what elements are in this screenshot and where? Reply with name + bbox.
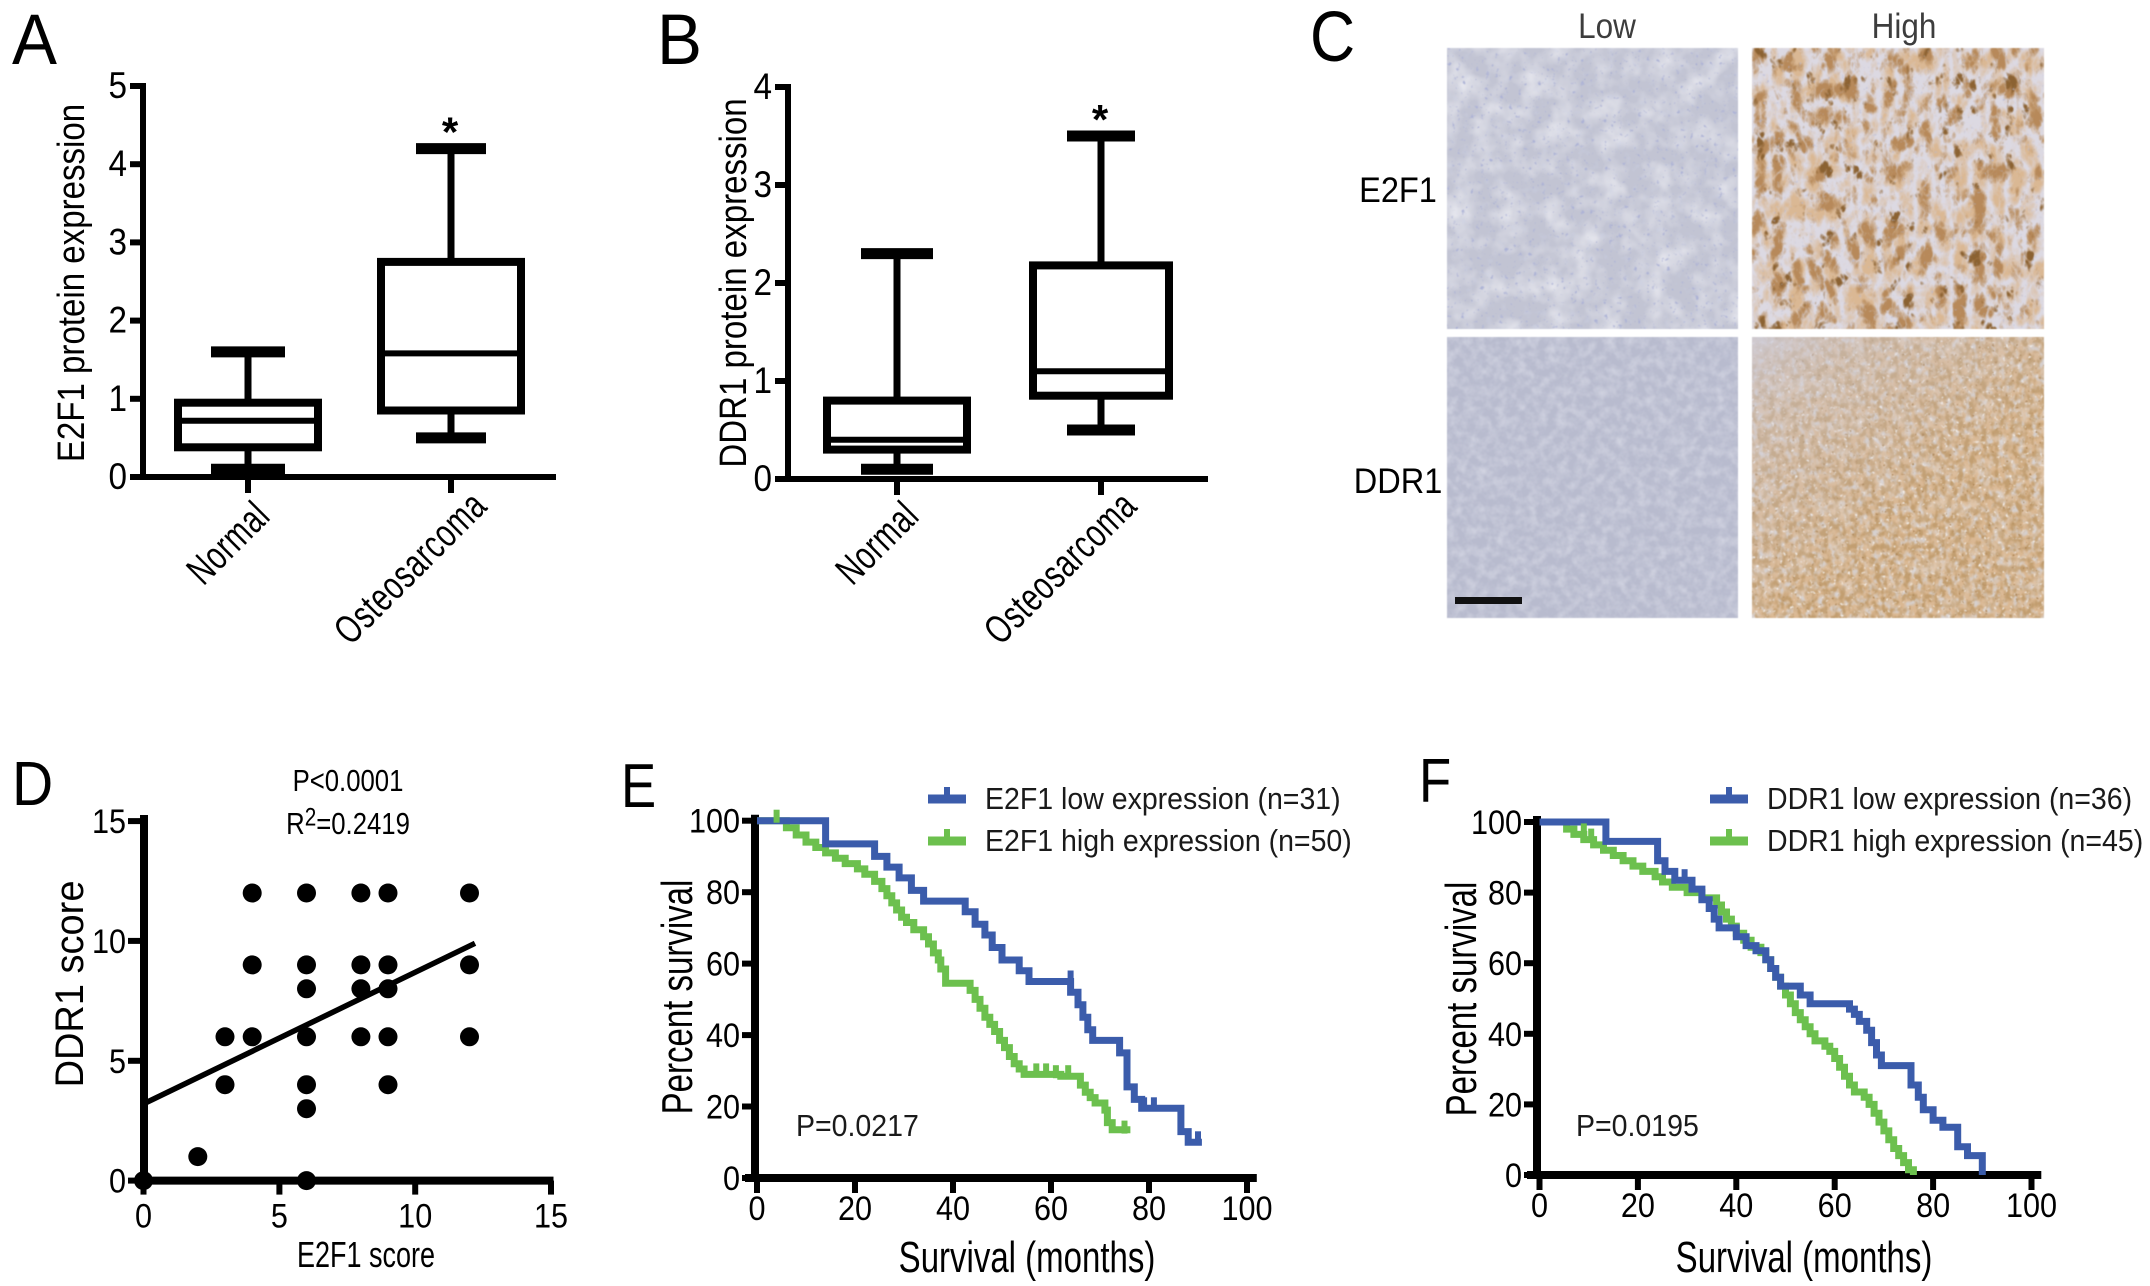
svg-text:40: 40	[706, 1017, 740, 1055]
svg-text:80: 80	[1488, 874, 1522, 912]
svg-text:40: 40	[1719, 1187, 1753, 1225]
svg-text:4: 4	[108, 144, 127, 185]
svg-text:E2F1 protein expression: E2F1 protein expression	[50, 104, 93, 462]
svg-text:0: 0	[723, 1160, 740, 1198]
svg-text:D: D	[12, 749, 53, 819]
svg-text:*: *	[1092, 96, 1109, 143]
svg-text:3: 3	[753, 164, 772, 205]
svg-text:DDR1 protein expression: DDR1 protein expression	[712, 98, 755, 467]
svg-text:E2F1: E2F1	[1359, 171, 1437, 210]
svg-text:1: 1	[108, 378, 127, 419]
svg-text:15: 15	[534, 1197, 568, 1235]
svg-text:5: 5	[109, 1042, 126, 1080]
svg-text:Normal: Normal	[827, 493, 927, 593]
svg-text:2: 2	[753, 262, 772, 303]
svg-text:5: 5	[271, 1197, 288, 1235]
svg-text:B: B	[657, 0, 702, 79]
svg-text:3: 3	[108, 222, 127, 263]
svg-text:C: C	[1310, 0, 1355, 77]
svg-text:80: 80	[1132, 1190, 1166, 1228]
svg-text:R2=0.2419: R2=0.2419	[286, 803, 410, 842]
svg-text:E2F1 high expression (n=50): E2F1 high expression (n=50)	[985, 824, 1352, 858]
svg-text:10: 10	[398, 1197, 432, 1235]
svg-text:*: *	[442, 109, 459, 156]
svg-text:E2F1 low expression (n=31): E2F1 low expression (n=31)	[985, 782, 1341, 816]
svg-text:0: 0	[1505, 1157, 1522, 1195]
svg-text:Survival (months): Survival (months)	[899, 1234, 1156, 1283]
svg-text:100: 100	[1471, 804, 1522, 842]
svg-text:F: F	[1419, 747, 1451, 816]
svg-text:40: 40	[936, 1190, 970, 1228]
svg-text:80: 80	[1916, 1187, 1950, 1225]
svg-text:4: 4	[753, 66, 772, 107]
svg-text:60: 60	[1488, 945, 1522, 983]
svg-text:Osteosarcoma: Osteosarcoma	[975, 483, 1145, 653]
svg-text:40: 40	[1488, 1015, 1522, 1053]
svg-text:2: 2	[108, 300, 127, 341]
svg-text:0: 0	[109, 1162, 126, 1200]
svg-text:20: 20	[1621, 1187, 1655, 1225]
svg-text:5: 5	[108, 65, 127, 106]
svg-text:20: 20	[706, 1088, 740, 1126]
svg-text:100: 100	[2006, 1187, 2057, 1225]
svg-text:High: High	[1872, 8, 1937, 47]
svg-text:1: 1	[753, 360, 772, 401]
svg-text:80: 80	[706, 874, 740, 912]
svg-text:Osteosarcoma: Osteosarcoma	[325, 483, 495, 653]
svg-text:Percent survival: Percent survival	[654, 880, 703, 1115]
svg-text:P<0.0001: P<0.0001	[293, 764, 404, 799]
svg-text:20: 20	[1488, 1086, 1522, 1124]
svg-text:DDR1 score: DDR1 score	[48, 881, 92, 1088]
svg-text:Percent survival: Percent survival	[1438, 882, 1487, 1117]
svg-text:10: 10	[92, 922, 126, 960]
svg-text:0: 0	[753, 458, 772, 499]
svg-text:100: 100	[1221, 1190, 1272, 1228]
svg-text:A: A	[12, 0, 58, 79]
svg-text:P=0.0217: P=0.0217	[796, 1109, 919, 1143]
svg-text:0: 0	[135, 1197, 152, 1235]
svg-text:20: 20	[838, 1190, 872, 1228]
svg-text:0: 0	[748, 1190, 765, 1228]
svg-text:P=0.0195: P=0.0195	[1576, 1109, 1699, 1143]
svg-text:DDR1 high expression (n=45): DDR1 high expression (n=45)	[1767, 824, 2143, 858]
svg-text:0: 0	[108, 456, 127, 497]
svg-text:DDR1 low expression (n=36): DDR1 low expression (n=36)	[1767, 782, 2132, 816]
svg-text:60: 60	[1818, 1187, 1852, 1225]
svg-text:15: 15	[92, 803, 126, 841]
svg-text:Survival (months): Survival (months)	[1676, 1234, 1933, 1283]
svg-text:E2F1 score: E2F1 score	[297, 1234, 435, 1275]
svg-text:60: 60	[706, 945, 740, 983]
svg-text:Low: Low	[1578, 8, 1637, 47]
svg-text:60: 60	[1034, 1190, 1068, 1228]
svg-text:DDR1: DDR1	[1354, 462, 1443, 501]
svg-text:Normal: Normal	[178, 493, 278, 593]
svg-text:0: 0	[1531, 1187, 1548, 1225]
svg-text:100: 100	[689, 802, 740, 840]
svg-text:E: E	[621, 752, 656, 821]
